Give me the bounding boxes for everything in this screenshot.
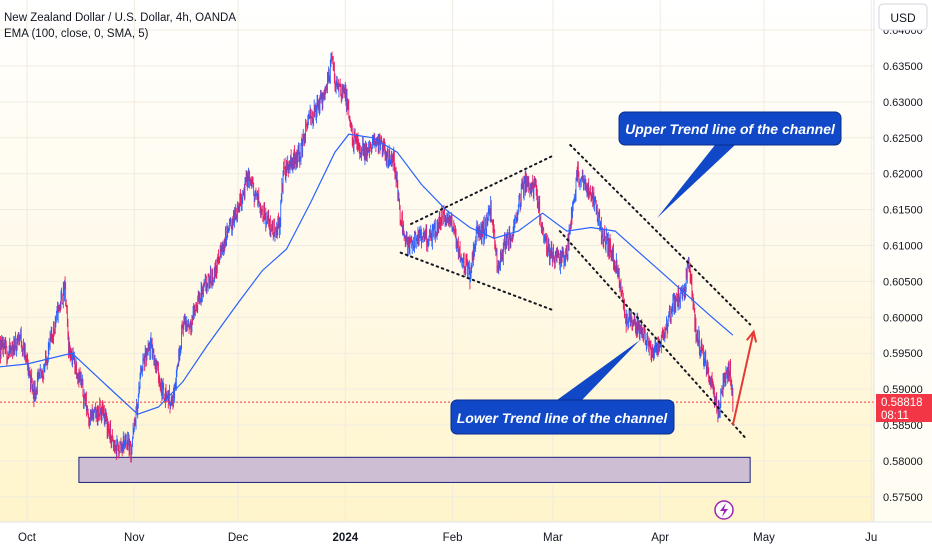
time-ticks: Oct Nov Dec 2024 Feb Mar Apr May Ju: [18, 532, 877, 544]
chart-title: New Zealand Dollar / U.S. Dollar, 4h, OA…: [4, 12, 236, 24]
time-tick-label: May: [753, 532, 775, 544]
lightning-bolt: [720, 503, 728, 517]
lightning-icon[interactable]: [714, 500, 734, 520]
price-tick-label: 0.63000: [883, 97, 923, 109]
lower-callout-label: Lower Trend line of the channel: [457, 410, 669, 426]
time-tick-label: Ju: [865, 532, 877, 544]
candle-series: [0, 51, 734, 463]
currency-button-label: USD: [890, 11, 916, 25]
price-scale[interactable]: [874, 0, 932, 522]
projection-arrow[interactable]: [731, 331, 755, 426]
price-tick-label: 0.62500: [883, 133, 923, 145]
price-tick-label: 0.60000: [883, 312, 923, 324]
price-badge-countdown: 08:11: [881, 410, 909, 422]
time-tick-label: 2024: [333, 532, 359, 544]
time-tick-label: Mar: [543, 532, 563, 544]
support-zone[interactable]: [78, 456, 751, 483]
lower-callout-pointer: [557, 340, 640, 400]
upper-callout-label: Upper Trend line of the channel: [625, 121, 836, 137]
lower-callout[interactable]: Lower Trend line of the channel: [450, 340, 675, 435]
price-ticks: 0.57500 0.58000 0.58500 0.59000 0.59500 0.600…: [883, 25, 923, 504]
projection-arrow-head: [746, 329, 758, 343]
upper-callout[interactable]: Upper Trend line of the channel: [618, 111, 842, 218]
time-tick-label: Feb: [443, 532, 463, 544]
time-tick-label: Apr: [651, 532, 669, 544]
ema-line[interactable]: [0, 133, 734, 415]
price-tick-label: 0.58500: [883, 420, 923, 432]
upper-callout-pointer: [657, 145, 735, 218]
upper-callout-box: [618, 111, 842, 146]
time-tick-label: Dec: [228, 532, 249, 544]
price-tick-label: 0.57500: [883, 492, 923, 504]
price-badge: 0.58818 08:11: [876, 394, 932, 422]
price-tick-label: 0.59500: [883, 348, 923, 360]
price-badge-box: [876, 394, 932, 422]
time-tick-label: Oct: [18, 532, 37, 544]
lower-callout-box: [450, 399, 675, 435]
channel-upper-line[interactable]: [569, 143, 752, 326]
triangle-upper-line[interactable]: [410, 154, 554, 225]
time-scale[interactable]: [0, 522, 932, 550]
price-tick-label: 0.61500: [883, 205, 923, 217]
price-tick-label: 0.61000: [883, 241, 923, 253]
time-tick-label: Nov: [124, 532, 145, 544]
price-tick-label: 0.63500: [883, 61, 923, 73]
channel-lower-line[interactable]: [558, 230, 748, 441]
triangle-lower-line[interactable]: [399, 251, 554, 312]
price-tick-label: 0.58000: [883, 456, 923, 468]
currency-button[interactable]: [878, 3, 928, 31]
price-tick-label: 0.62000: [883, 169, 923, 181]
indicator-legend[interactable]: EMA (100, close, 0, SMA, 5): [4, 28, 149, 40]
trend-drawings: [399, 143, 758, 441]
price-tick-label: 0.59000: [883, 384, 923, 396]
price-tick-label: 0.60500: [883, 276, 923, 288]
price-badge-price: 0.58818: [881, 397, 923, 409]
